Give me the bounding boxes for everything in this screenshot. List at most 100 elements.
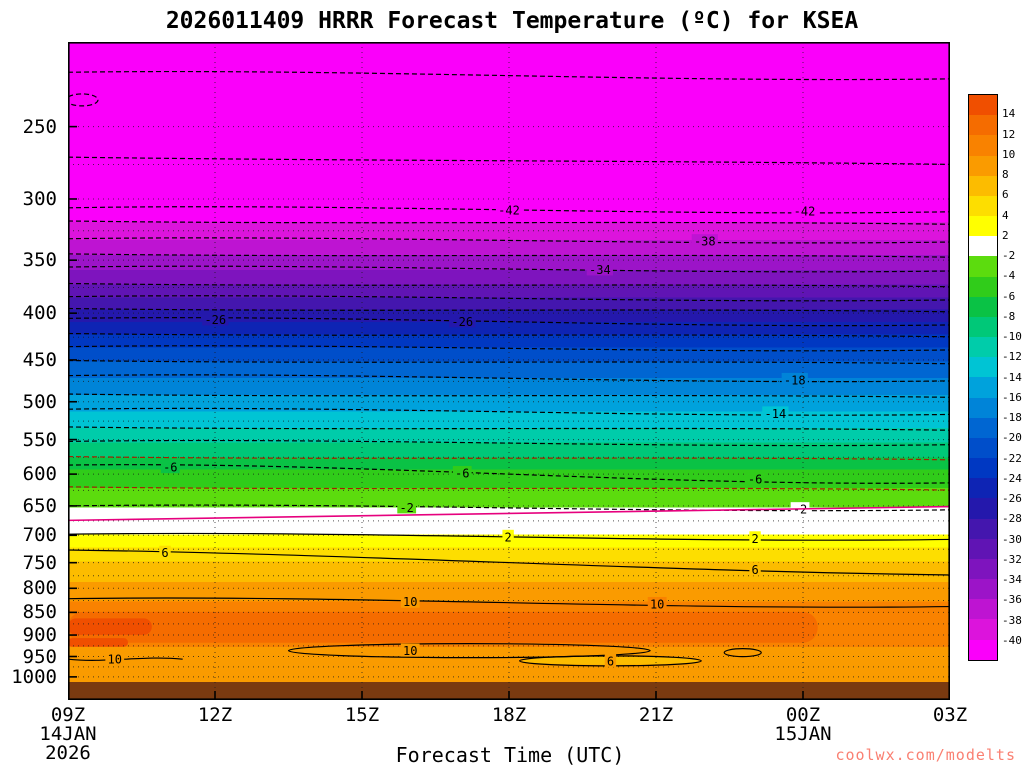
watermark-link[interactable]: coolwx.com/modelts [835, 746, 1016, 764]
contour-label-bg [762, 406, 789, 420]
colorbar-segment [969, 337, 997, 358]
contour-label-bg [586, 262, 613, 276]
temp-band [68, 442, 950, 459]
colorbar-segment [969, 296, 997, 317]
contour-label-bg [400, 643, 420, 657]
contour-line [68, 295, 950, 302]
colorbar-segment [969, 216, 997, 237]
contour-line [68, 220, 950, 225]
closed-contour [287, 643, 651, 659]
contour-line [68, 657, 183, 661]
contour-label-bg [452, 466, 472, 480]
temp-band [68, 361, 950, 379]
contour-line [68, 307, 950, 313]
contour-label-bg [604, 653, 617, 667]
colorbar-segment [969, 397, 997, 418]
contour-label-bg [105, 652, 125, 666]
contour-line [68, 597, 950, 608]
closed-contour [723, 648, 762, 658]
colorbar-tick-label: -18 [1002, 411, 1022, 424]
contour-line [68, 345, 950, 352]
x-tick-label: 18Z [491, 704, 527, 726]
colorbar-segment [969, 195, 997, 217]
colorbar [968, 94, 998, 661]
contour-label: -42 [794, 205, 816, 219]
colorbar-tick-label: -32 [1002, 552, 1022, 566]
colorbar-tick-label: 10 [1002, 147, 1016, 161]
contour-label: 10 [108, 653, 122, 667]
y-tick-label: 450 [22, 348, 57, 371]
y-tick-label: 500 [22, 390, 57, 413]
contour-label: -42 [498, 203, 520, 217]
contour-label: -18 [784, 373, 806, 387]
contour-line [68, 486, 950, 491]
colorbar-segment [969, 135, 997, 156]
colorbar-segment [969, 639, 997, 660]
temp-band [68, 457, 950, 470]
contour-label-bg [745, 471, 765, 485]
contour-line [68, 237, 950, 244]
colorbar-segment [969, 357, 997, 378]
contour-label-bg [691, 234, 718, 248]
colorbar-tick-label: 8 [1002, 168, 1009, 181]
contour-line [68, 374, 950, 383]
contour-label: -2 [399, 501, 413, 515]
contour-label-bg [397, 500, 417, 514]
colorbar-tick-label: 4 [1002, 208, 1009, 222]
colorbar-segment [969, 498, 997, 519]
colorbar-segment [969, 558, 997, 580]
contour-line [68, 505, 950, 522]
contour-line [68, 265, 950, 273]
contour-label: -6 [748, 472, 762, 486]
closed-contour [68, 93, 99, 107]
colorbar-segment [969, 155, 997, 176]
contour-label: 6 [751, 563, 758, 577]
temp-overlay [68, 618, 152, 635]
contour-label-bg [449, 314, 476, 328]
contour-label: 10 [403, 595, 417, 609]
contour-line [68, 282, 950, 288]
contour-label: -26 [451, 315, 473, 329]
plot-area: -42 -42 -38 -34 -26 -26 -18 -14 -6 -6 -6 -2 -2 2 2 6 6 10… [68, 42, 950, 700]
colorbar-tick-label: -26 [1002, 492, 1022, 505]
temp-band [68, 395, 950, 413]
temp-band [68, 322, 950, 336]
colorbar-segment [969, 599, 997, 620]
colorbar-segment [969, 175, 997, 196]
y-tick-label: 300 [22, 187, 57, 210]
contour-line [68, 206, 950, 214]
contour-label-bg [791, 204, 818, 218]
contour-line [68, 332, 950, 338]
colorbar-tick-label: -36 [1002, 593, 1022, 607]
x-axis-title: Forecast Time (UTC) [395, 743, 625, 767]
colorbar-segment [969, 579, 997, 600]
y-tick-label: 800 [22, 577, 57, 600]
colorbar-tick-label: -14 [1002, 370, 1022, 384]
y-axis-labels: 250 300 350 400 450 500 550 600 650 700 750 800 850 9… [0, 0, 62, 768]
contour-line [68, 464, 950, 484]
contour-line [68, 455, 950, 461]
colorbar-tick-label: 2 [1002, 228, 1009, 242]
plot-frame [68, 42, 950, 700]
colorbar-tick-label: -28 [1002, 512, 1022, 526]
temp-band [68, 334, 950, 349]
contour-label: 2 [751, 532, 758, 546]
y-tick-label: 700 [22, 524, 57, 547]
colorbar-segment [969, 478, 997, 499]
contour-label: -26 [204, 313, 226, 327]
temp-band [68, 347, 950, 363]
temp-overlay [68, 611, 818, 643]
colorbar-tick-label: -12 [1002, 350, 1022, 364]
contour-line [68, 359, 950, 365]
colorbar-segment [969, 115, 997, 136]
contour-label: 2 [505, 530, 512, 544]
temp-overlay [68, 638, 128, 647]
colorbar-tick-label: -40 [1002, 633, 1022, 647]
y-tick-label: 750 [22, 551, 57, 574]
colorbar-segment [969, 619, 997, 640]
colorbar-tick-label: -4 [1002, 269, 1016, 283]
colorbar-segment [969, 316, 997, 338]
colorbar-segment [969, 377, 997, 398]
contour-label-bg [495, 202, 523, 216]
